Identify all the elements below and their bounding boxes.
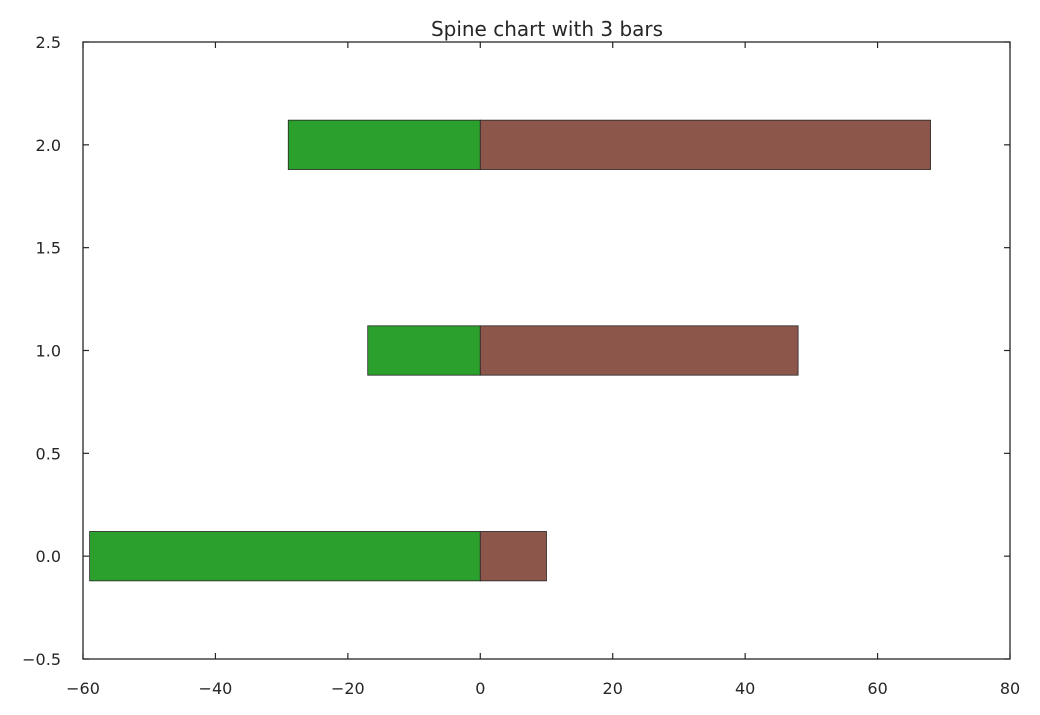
x-tick-label: 40	[735, 679, 755, 698]
x-tick-label: −20	[331, 679, 365, 698]
x-tick-label: 0	[475, 679, 485, 698]
bar-positive-0	[479, 531, 547, 582]
y-tick-label: 1.5	[36, 239, 61, 258]
bar-negative-0	[89, 531, 481, 582]
y-tick-label: 0.5	[36, 444, 61, 463]
bar-positive-2	[479, 119, 931, 170]
y-tick-label: 2.5	[36, 33, 61, 52]
x-tick-label: −40	[199, 679, 233, 698]
bar-positive-1	[479, 325, 799, 376]
x-tick-label: 60	[867, 679, 887, 698]
axes-frame	[82, 41, 1011, 660]
bar-negative-1	[367, 325, 481, 376]
y-tick-label: 0.0	[36, 547, 61, 566]
y-tick-label: 1.0	[36, 342, 61, 361]
ticks-layer: −60 −40 −20 0 20 40 60 80 −0.5 0.0 0.5 1.0 1.5 2.0 2.5	[22, 33, 1020, 698]
x-tick-label: 80	[1000, 679, 1020, 698]
chart-title: Spine chart with 3 bars	[431, 17, 663, 41]
y-tick-label: 2.0	[36, 136, 61, 155]
bars-layer	[89, 119, 931, 582]
bar-negative-2	[287, 119, 481, 170]
y-tick-label: −0.5	[22, 650, 61, 669]
x-tick-label: −60	[66, 679, 100, 698]
x-tick-label: 20	[603, 679, 623, 698]
